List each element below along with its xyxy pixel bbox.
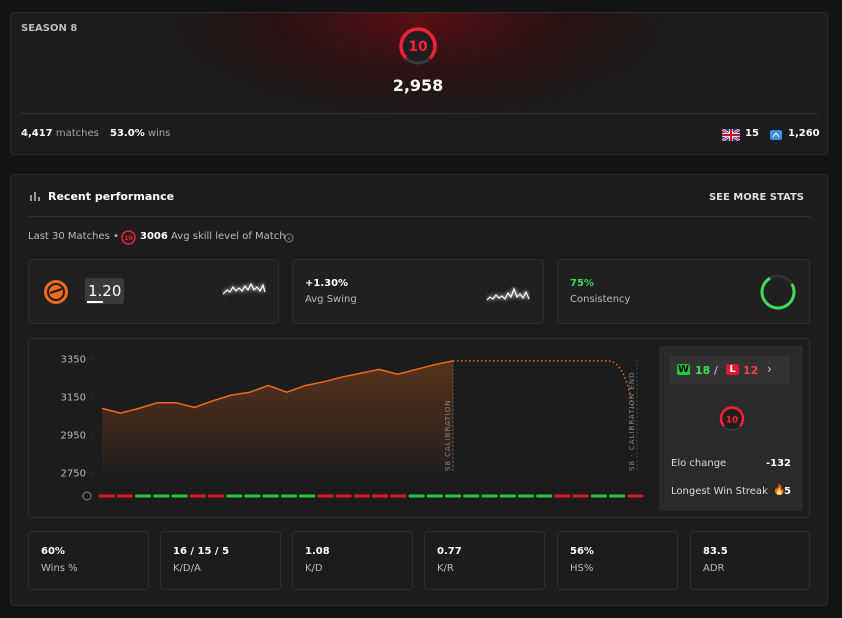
separator: / (714, 364, 718, 377)
matches-label: matches (55, 128, 99, 139)
stat-card: 56% HS% (557, 531, 678, 590)
stat-card: 60% Wins % (28, 531, 149, 590)
rating-box (85, 278, 124, 304)
loss-letter: L (726, 364, 739, 375)
elo-chart: 2750 2950 3150 3350 S8 CALIBRATION S8 - CALIB… (61, 355, 644, 501)
stat-value: 16 / 15 / 5 (173, 546, 230, 557)
winrate-label: wins (147, 128, 171, 139)
annotation: S8 - CALIBRATION END (628, 371, 636, 471)
losses: 12 (743, 364, 759, 377)
consistency-card (557, 259, 810, 324)
stat-card: 0.77 K/R (424, 531, 545, 590)
rating-underline (87, 301, 103, 303)
swing-value: +1.30% (305, 278, 349, 289)
y-tick-label: 3150 (61, 393, 86, 404)
elo: 2,958 (392, 76, 444, 95)
consistency-label: Consistency (570, 294, 631, 305)
annotation: S8 CALIBRATION (444, 400, 452, 471)
consistency-ring (760, 274, 796, 310)
area (102, 360, 453, 473)
stat-value: 1.08 (305, 546, 330, 557)
swing-label: Avg Swing (305, 294, 357, 305)
stat-value: 56% (570, 546, 594, 557)
sparkline (486, 287, 530, 301)
rating-value: 1.20 (88, 282, 122, 300)
stat-card: 83.5 ADR (690, 531, 810, 590)
stat-value: 83.5 (703, 546, 728, 557)
info-icon (82, 491, 92, 501)
stat-card: 1.08 K/D (292, 531, 413, 590)
info-icon[interactable] (284, 233, 294, 243)
season-title: SEASON 8 (21, 23, 78, 34)
avg-level: 10 (124, 235, 132, 242)
y-tick-label: 2950 (61, 431, 86, 442)
swing-card (292, 259, 544, 324)
see-more-button[interactable]: SEE MORE STATS (708, 192, 804, 203)
y-tick-label: 3350 (61, 355, 86, 366)
season-stats: 4,417 matches 53.0% wins (21, 128, 170, 139)
streak-label: Longest Win Streak (671, 486, 768, 497)
stat-value: 60% (41, 546, 65, 557)
divider (28, 216, 811, 217)
winrate: 53.0% (110, 128, 145, 139)
flag-icon (722, 129, 740, 141)
elo-change-label: Elo change (671, 458, 727, 469)
country-rank: 15 (745, 128, 759, 139)
stat-value: 0.77 (437, 546, 462, 557)
wins: 18 (695, 364, 711, 377)
rating-icon (44, 280, 68, 304)
y-tick-label: 2750 (61, 469, 86, 480)
streak: 5 (784, 486, 791, 497)
region-icon (770, 130, 782, 140)
avg-skill-line: 3006 Avg skill level of Match (140, 231, 286, 242)
projection (453, 360, 634, 410)
consistency-value: 75% (570, 278, 594, 289)
matches: 4,417 (21, 128, 53, 139)
avg-skill: 3006 (140, 231, 168, 242)
fire-icon: 🔥 (773, 485, 786, 496)
sparkline (222, 282, 266, 295)
avg-skill-label: Avg skill level of Match (171, 231, 286, 242)
region-rank: 1,260 (788, 128, 820, 139)
section-title: Recent performance (48, 190, 175, 203)
level-text: 10 (408, 39, 428, 55)
stat-label: K/D/A (173, 563, 201, 574)
summary-level: 10 (726, 416, 739, 426)
subtitle: Last 30 Matches • (28, 231, 119, 242)
stat-label: K/D (305, 563, 323, 574)
stat-label: K/R (437, 563, 454, 574)
stat-card: 16 / 15 / 5 K/D/A (160, 531, 281, 590)
level-badge: 10 (399, 27, 437, 65)
avg-level-badge: 10 (121, 230, 136, 245)
elo-line (101, 360, 454, 414)
win-letter: W (677, 364, 690, 375)
elo-change: -132 (765, 458, 791, 469)
divider (21, 113, 818, 114)
stat-label: Wins % (41, 563, 78, 574)
rating-card (28, 259, 279, 324)
stat-label: ADR (703, 563, 725, 574)
chevron: › (767, 362, 772, 376)
stat-label: HS% (570, 563, 594, 574)
chart-icon (30, 192, 40, 201)
summary-level-badge: 10 (719, 406, 745, 431)
